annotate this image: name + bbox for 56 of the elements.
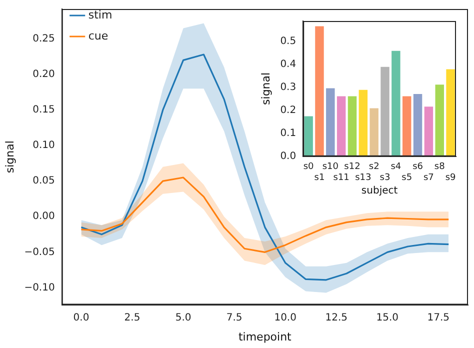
- x-tick-label: 5.0: [175, 312, 192, 324]
- bar: [413, 94, 422, 156]
- x-tick-label: 10.0: [274, 312, 296, 324]
- y-tick-label: 0.4: [280, 59, 296, 70]
- x-tick-label: s5: [402, 172, 412, 183]
- x-tick-label: s4: [390, 162, 402, 172]
- x-tick-label: s0: [303, 162, 314, 172]
- y-tick-label: −0.05: [24, 246, 55, 258]
- x-tick-label: s1: [314, 172, 325, 183]
- y-tick-label: 0.05: [32, 176, 55, 187]
- x-tick-label: 12.5: [325, 312, 348, 324]
- x-tick-label: s13: [355, 172, 372, 183]
- x-tick-label: 7.5: [226, 312, 242, 324]
- x-tick-label: 0.0: [73, 312, 90, 324]
- x-tick-label: s7: [423, 172, 434, 183]
- bar: [348, 96, 357, 156]
- bar: [336, 96, 346, 156]
- bar: [424, 106, 434, 156]
- x-tick-label: s8: [434, 162, 446, 172]
- y-tick-label: 0.25: [32, 33, 55, 44]
- bar: [435, 84, 444, 156]
- x-tick-label: s11: [333, 172, 350, 183]
- bar: [370, 108, 378, 156]
- bar: [392, 50, 400, 156]
- x-tick-label: s2: [368, 162, 380, 172]
- y-tick-label: 0.10: [32, 140, 55, 152]
- x-tick-label: s3: [380, 172, 390, 183]
- x-axis-title: subject: [361, 186, 398, 197]
- y-tick-label: 0.2: [280, 105, 296, 116]
- y-tick-label: −0.10: [24, 282, 55, 294]
- y-axis-title: signal: [3, 140, 16, 174]
- x-tick-label: s12: [344, 162, 360, 172]
- y-tick-label: 0.20: [32, 69, 55, 80]
- y-tick-label: 0.3: [280, 82, 296, 94]
- bar: [446, 69, 455, 156]
- bar: [326, 88, 335, 156]
- y-tick-label: 0.1: [280, 128, 296, 140]
- bar: [380, 66, 390, 156]
- y-tick-label: 0.0: [280, 150, 296, 162]
- legend-label: stim: [88, 8, 112, 22]
- bar: [315, 26, 324, 156]
- y-tick-label: 0.5: [280, 36, 296, 48]
- x-tick-label: s9: [445, 172, 456, 183]
- x-tick-label: s10: [322, 162, 339, 172]
- y-axis-title: signal: [259, 72, 272, 105]
- x-axis-title: timepoint: [238, 330, 292, 344]
- x-tick-label: 17.5: [427, 312, 450, 324]
- bar: [358, 90, 368, 156]
- x-tick-label: 15.0: [376, 312, 399, 324]
- x-tick-label: s6: [412, 162, 424, 172]
- bar: [402, 96, 412, 156]
- bar: [304, 116, 313, 156]
- y-tick-label: 0.15: [32, 104, 55, 116]
- y-tick-label: 0.00: [32, 211, 55, 222]
- legend-label: cue: [88, 29, 108, 42]
- x-tick-label: 2.5: [124, 312, 140, 324]
